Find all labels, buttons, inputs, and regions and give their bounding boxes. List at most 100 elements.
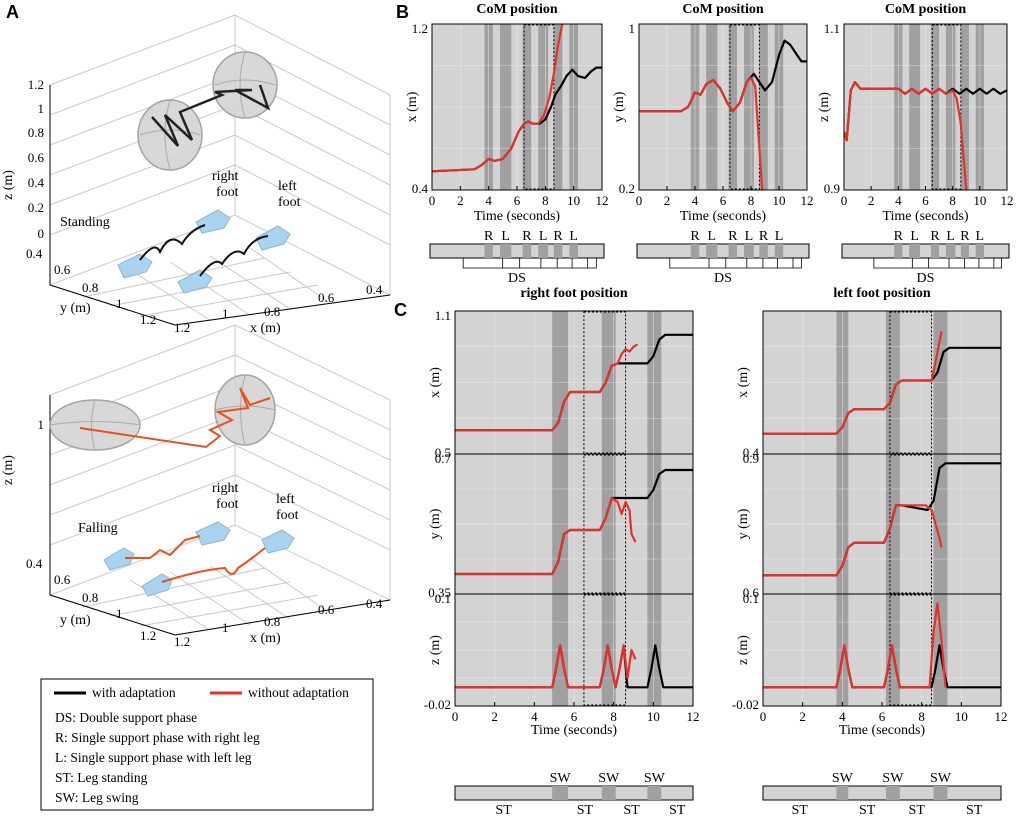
x-tick-label: 10	[973, 193, 986, 208]
foot-shape-icon	[195, 521, 231, 546]
x-tick-label: 1	[222, 306, 229, 321]
y-tick-label: 0.2	[619, 181, 635, 196]
foot-shape-icon	[195, 209, 231, 234]
y-axis-label: z (m)	[428, 635, 443, 665]
foot-shape-icon	[117, 253, 153, 279]
panel-label-c: C	[394, 300, 407, 320]
z-tick-label: 0.4	[28, 175, 45, 190]
phase-letter: R	[522, 229, 532, 244]
right-foot-label-line2: foot	[216, 185, 239, 200]
x-tick-label: 6	[922, 193, 929, 208]
phase-bar-band	[728, 244, 737, 258]
y-axis-label: y (m)	[428, 508, 443, 539]
stance-label: ST	[669, 803, 686, 818]
ellipsoid-grid-lines	[49, 399, 141, 451]
x-tick-label: 6	[571, 709, 578, 724]
swing-label: SW	[550, 771, 572, 786]
panel-a-top-ylabel: y (m)	[60, 301, 91, 316]
swing-label: SW	[930, 771, 952, 786]
y-tick-label: 1	[629, 21, 636, 36]
z-tick-label: 0.8	[28, 125, 44, 140]
right-ellipsoid	[214, 374, 276, 446]
z-tick-label: 0	[38, 226, 45, 241]
x-tick-label: 0.6	[318, 602, 335, 617]
falling-label: Falling	[78, 521, 118, 536]
y-tick-label: 0.8	[82, 590, 98, 605]
y-tick-label: 0.6	[743, 585, 760, 600]
legend-item: R: Single support phase with right leg	[55, 730, 260, 745]
y-axis-label: x (m)	[405, 91, 420, 122]
ds-label: DS	[714, 271, 732, 286]
phase-bar-box	[841, 243, 1010, 259]
y-tick-label: 0.8	[82, 280, 98, 295]
phase-bar-band	[885, 786, 900, 800]
x-tick-label: 2	[868, 193, 875, 208]
x-tick-label: 0	[841, 193, 848, 208]
y-tick-label: 0.4	[412, 181, 429, 196]
phase-letter: R	[960, 229, 970, 244]
stance-label: ST	[909, 803, 926, 818]
chart-lf-x: 0.4 left foot position x (m)	[736, 286, 1002, 460]
chart-title: CoM position	[885, 2, 967, 17]
phase-bar-band	[484, 244, 493, 258]
y-tick-label: 0.1	[743, 591, 759, 606]
stance-label: ST	[577, 803, 594, 818]
panel-label-b: B	[396, 2, 409, 22]
z-tick-label: 0.6	[28, 150, 45, 165]
dotted-highlight-box	[523, 24, 555, 190]
x-tick-label: 2	[457, 193, 464, 208]
phase-bar-band	[647, 786, 662, 800]
y-tick-label: 1.2	[140, 312, 156, 327]
x-tick-label: 10	[955, 709, 968, 724]
legend-item: L: Single support phase with left leg	[55, 750, 252, 765]
y-axis-label: x (m)	[736, 367, 751, 398]
phase-letter: R	[894, 229, 904, 244]
swing-label: SW	[644, 771, 666, 786]
x-tick-label: 4	[895, 193, 902, 208]
x-tick-label: 0	[636, 193, 643, 208]
phase-bar-band	[601, 786, 616, 800]
dotted-highlight-box	[583, 311, 627, 454]
x-tick-label: 6	[514, 193, 521, 208]
ds-bracket	[873, 258, 1002, 269]
series-without-adaptation	[639, 76, 764, 190]
panel-a-bottom-3d	[49, 324, 391, 636]
left-foot-label-line2: foot	[278, 195, 301, 210]
phase-bar-band	[538, 244, 549, 258]
foot-shape-icon	[255, 225, 291, 251]
phase-letter: L	[976, 229, 985, 244]
x-tick-label: 0.4	[366, 596, 383, 611]
y-axis-label: x (m)	[428, 367, 443, 398]
standing-label: Standing	[60, 215, 110, 230]
series-without-adaptation	[432, 24, 564, 173]
panel-a-top-zlabel: z (m)	[1, 170, 16, 200]
phase-bar: SW SW SW ST ST ST ST	[762, 771, 1002, 818]
ds-bracket	[462, 258, 597, 269]
y-tick-label: 0.6	[54, 572, 71, 587]
legend-with-label: with adaptation	[92, 685, 176, 700]
stance-label: ST	[792, 803, 809, 818]
x-tick-label: 8	[748, 193, 755, 208]
x-axis-label: Time (seconds)	[531, 723, 618, 738]
phase-bar-band	[522, 244, 532, 258]
x-tick-label: 1.2	[174, 320, 190, 335]
z-tick-label: 0.2	[28, 200, 44, 215]
phase-letter: L	[775, 229, 784, 244]
x-tick-label: 10	[567, 193, 580, 208]
z-tick-label: 1.2	[28, 77, 44, 92]
x-tick-label: 12	[1001, 193, 1014, 208]
series-without-adaptation	[763, 504, 943, 577]
phase-bar-band	[975, 244, 984, 258]
x-tick-label: 1	[222, 620, 229, 635]
phase-bar-band	[894, 244, 903, 258]
standing-com-path	[151, 84, 271, 147]
legend-without-label: without adaptation	[248, 685, 349, 700]
phase-bar: SW SW SW ST ST ST ST	[454, 771, 694, 818]
y-tick-label: 1.2	[140, 628, 156, 643]
x-tick-label: 2	[664, 193, 671, 208]
x-tick-label: 0	[452, 709, 459, 724]
right-foot-label-line1: right	[212, 169, 239, 184]
phase-bar-band	[909, 244, 921, 258]
chart-title: CoM position	[682, 2, 764, 17]
